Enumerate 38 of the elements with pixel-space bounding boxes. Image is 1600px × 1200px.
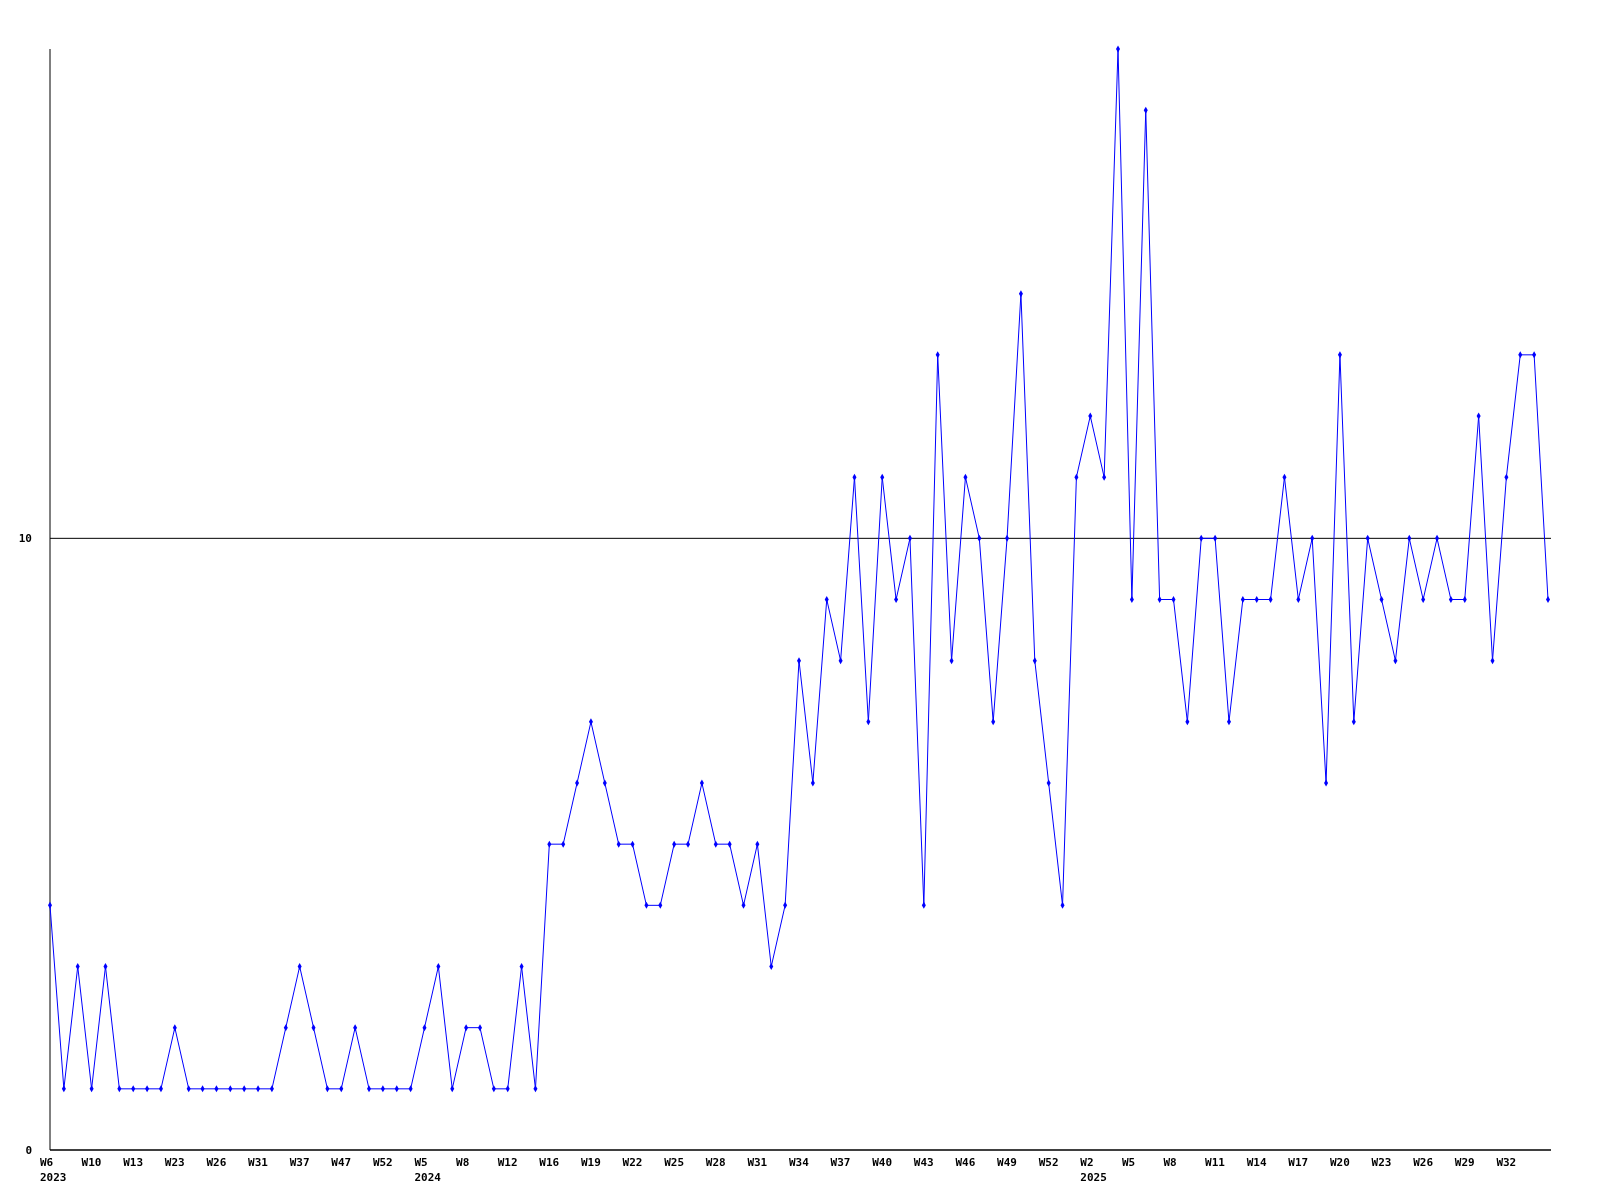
x-tick-label: W31 bbox=[248, 1156, 269, 1169]
x-tick-label: W43 bbox=[913, 1156, 934, 1169]
x-tick-label: W26 bbox=[1413, 1156, 1434, 1169]
y-tick-label: 0 bbox=[25, 1144, 32, 1157]
x-tick-label: W52 bbox=[1038, 1156, 1059, 1169]
x-tick-label: W23 bbox=[164, 1156, 185, 1169]
x-tick-label: W5 2024 bbox=[414, 1156, 442, 1184]
x-tick-label: W10 bbox=[81, 1156, 102, 1169]
x-tick-label: W20 bbox=[1329, 1156, 1350, 1169]
x-tick-label: W16 bbox=[539, 1156, 560, 1169]
x-tick-label: W12 bbox=[497, 1156, 518, 1169]
x-tick-label: W47 bbox=[331, 1156, 352, 1169]
x-tick-label: W19 bbox=[580, 1156, 601, 1169]
x-tick-label: W28 bbox=[705, 1156, 726, 1169]
x-tick-label: W13 bbox=[123, 1156, 144, 1169]
x-tick-label: W5 bbox=[1121, 1156, 1136, 1169]
x-tick-label: W26 bbox=[206, 1156, 227, 1169]
x-tick-label: W22 bbox=[622, 1156, 643, 1169]
x-tick-label: W8 bbox=[456, 1156, 470, 1169]
x-tick-label: W37 bbox=[289, 1156, 310, 1169]
x-tick-label: W31 bbox=[747, 1156, 768, 1169]
x-tick-label: W37 bbox=[830, 1156, 851, 1169]
x-tick-label: W25 bbox=[664, 1156, 685, 1169]
x-tick-label: W49 bbox=[997, 1156, 1017, 1169]
x-tick-label: W52 bbox=[372, 1156, 393, 1169]
x-tick-label: W14 bbox=[1246, 1156, 1267, 1169]
x-tick-label: W11 bbox=[1205, 1156, 1226, 1169]
x-tick-label: W46 bbox=[955, 1156, 976, 1169]
x-tick-label: W29 bbox=[1454, 1156, 1475, 1169]
x-tick-label: W34 bbox=[789, 1156, 810, 1169]
y-tick-label: 10 bbox=[18, 532, 32, 546]
x-tick-label: W32 bbox=[1496, 1156, 1517, 1169]
x-tick-label: W23 bbox=[1371, 1156, 1392, 1169]
x-tick-label: W6 2023 bbox=[40, 1156, 67, 1184]
x-tick-label: W8 bbox=[1163, 1156, 1177, 1169]
x-tick-label: W17 bbox=[1288, 1156, 1309, 1169]
x-tick-label: W40 bbox=[872, 1156, 893, 1169]
x-tick-label: W2 2025 bbox=[1080, 1156, 1107, 1184]
